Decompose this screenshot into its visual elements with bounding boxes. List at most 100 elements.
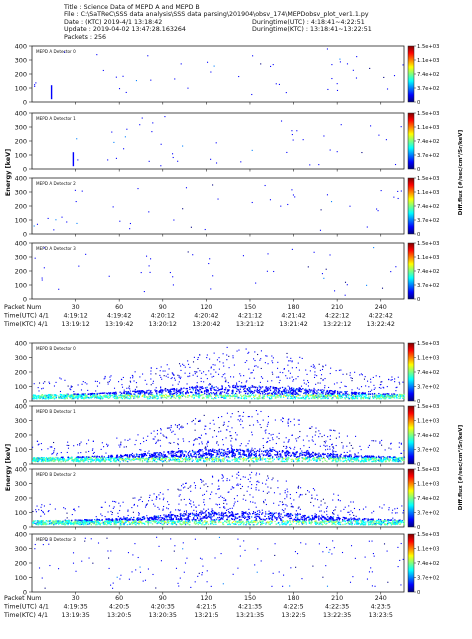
data-point <box>35 397 37 400</box>
data-point <box>253 365 256 367</box>
data-point <box>201 441 203 443</box>
data-point <box>345 459 348 462</box>
data-point <box>323 457 325 459</box>
data-point <box>146 383 148 385</box>
data-point <box>330 453 333 456</box>
data-point <box>205 389 207 391</box>
data-point <box>390 443 392 445</box>
data-point <box>345 461 348 463</box>
data-point <box>96 394 98 397</box>
data-point <box>50 459 52 461</box>
data-point <box>146 389 148 392</box>
data-point <box>37 387 39 389</box>
data-point <box>129 393 131 396</box>
data-point <box>329 457 331 459</box>
data-point <box>308 458 311 460</box>
data-point <box>276 436 278 438</box>
data-point <box>164 458 166 460</box>
data-point <box>346 395 348 397</box>
data-point <box>291 189 293 191</box>
data-point <box>225 387 227 389</box>
data-point <box>222 362 224 364</box>
data-point <box>174 78 176 80</box>
data-point <box>183 364 185 366</box>
data-point <box>138 396 140 398</box>
data-point <box>350 518 353 521</box>
data-point <box>391 393 393 395</box>
data-point <box>125 394 127 396</box>
data-point <box>234 386 236 389</box>
data-point <box>303 454 305 456</box>
data-point <box>323 277 325 279</box>
data-point <box>383 397 385 399</box>
colorbar-tick-label: 0 <box>417 232 420 238</box>
data-point <box>292 459 294 461</box>
data-point <box>287 459 289 461</box>
data-point <box>173 451 175 453</box>
data-point <box>196 459 199 461</box>
data-point <box>34 459 37 462</box>
data-point <box>128 387 130 389</box>
data-point <box>63 395 65 397</box>
data-point <box>382 455 384 458</box>
data-point <box>299 453 301 455</box>
data-point <box>278 388 280 390</box>
data-point <box>193 439 195 442</box>
data-point <box>156 392 158 394</box>
data-point <box>36 459 38 461</box>
data-point <box>214 394 216 396</box>
data-point <box>279 391 281 393</box>
data-point <box>169 390 172 393</box>
data-point <box>212 387 214 389</box>
data-point <box>254 351 256 353</box>
data-point <box>320 374 323 376</box>
data-point <box>165 390 167 392</box>
data-point <box>268 523 270 525</box>
data-point <box>206 394 208 397</box>
data-point <box>187 454 190 457</box>
data-point <box>340 395 342 397</box>
colorbar <box>407 342 415 402</box>
data-point <box>403 450 405 452</box>
data-point <box>262 447 265 449</box>
data-point <box>220 392 222 394</box>
data-point <box>178 459 181 461</box>
data-point <box>231 413 233 415</box>
data-point <box>206 386 208 389</box>
data-point <box>71 398 73 400</box>
data-point <box>374 394 376 396</box>
data-point <box>211 460 213 463</box>
data-point <box>166 455 168 457</box>
data-point <box>76 456 79 458</box>
data-point <box>273 393 276 396</box>
data-point <box>191 456 193 458</box>
data-point <box>313 390 315 393</box>
data-point <box>233 386 235 389</box>
data-point <box>165 395 168 397</box>
data-point <box>208 384 210 386</box>
data-point <box>185 187 188 189</box>
data-point <box>58 288 60 290</box>
data-point <box>350 458 352 461</box>
data-point <box>336 382 338 384</box>
data-point <box>324 445 326 447</box>
data-point <box>154 454 156 457</box>
data-point <box>262 393 264 395</box>
data-point <box>308 457 310 459</box>
data-point <box>290 357 292 359</box>
data-point <box>102 459 105 461</box>
data-point <box>81 393 83 395</box>
data-point <box>287 450 289 453</box>
data-point <box>310 454 312 456</box>
panel-label: MEPD A Detector 0 <box>36 49 76 54</box>
data-point <box>249 451 251 454</box>
data-point <box>226 346 228 348</box>
data-point <box>270 454 272 456</box>
data-point <box>32 460 34 462</box>
data-point <box>245 391 247 393</box>
data-point <box>91 394 93 396</box>
data-point <box>299 394 301 396</box>
data-point <box>129 396 132 398</box>
data-point <box>122 459 124 461</box>
data-point <box>204 428 206 430</box>
